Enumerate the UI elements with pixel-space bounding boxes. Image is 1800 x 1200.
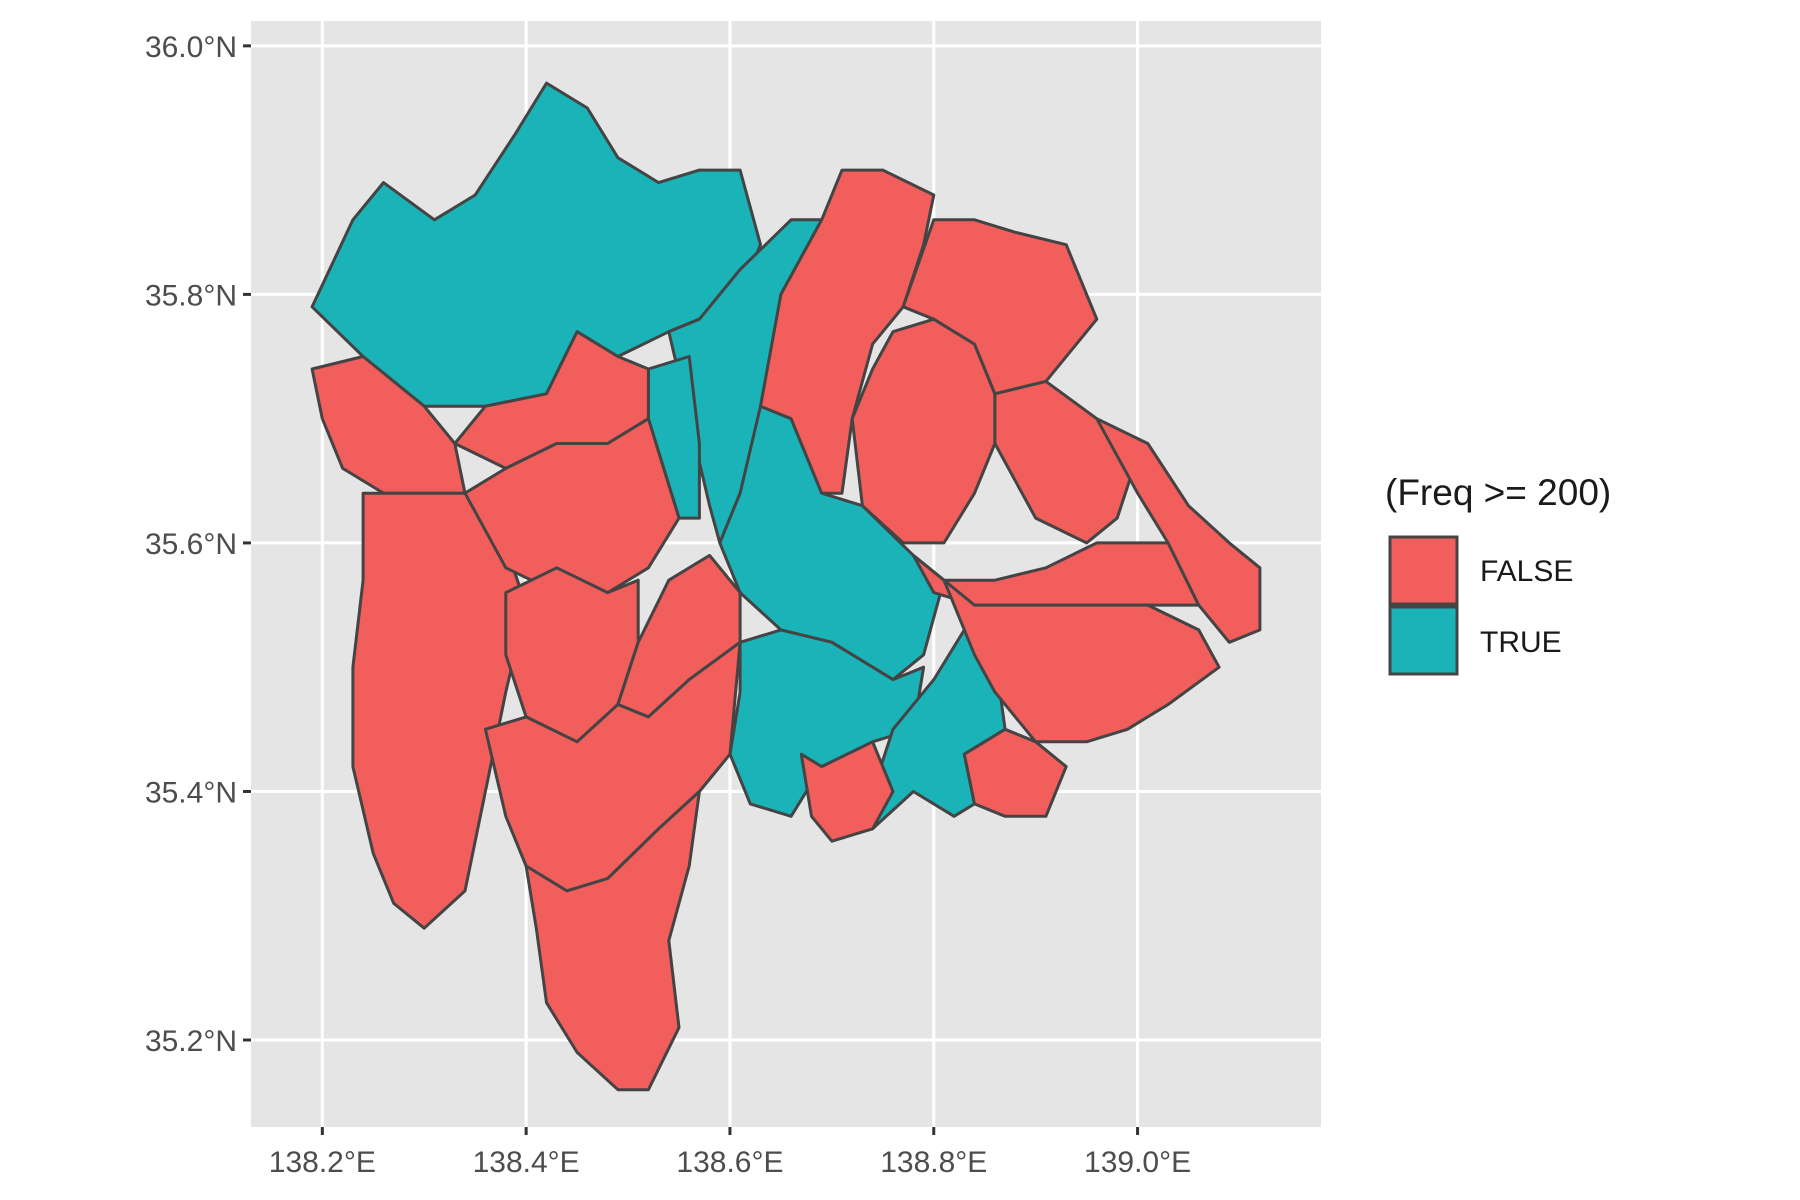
legend-key-true	[1388, 605, 1459, 676]
y-tick-label-2: 35.6°N	[145, 528, 237, 561]
x-tick-label-3: 138.8°E	[880, 1146, 987, 1179]
region-16-false	[901, 218, 1099, 396]
legend-label-true: TRUE	[1480, 626, 1562, 659]
y-tick-label-3: 35.8°N	[145, 279, 237, 312]
y-tick-label-0: 35.2°N	[145, 1025, 237, 1058]
legend-label-false: FALSE	[1480, 555, 1573, 588]
region-20-false	[942, 578, 1221, 744]
map-regions	[310, 81, 1262, 1092]
legend-key-false	[1388, 535, 1459, 606]
region-3-true	[718, 404, 946, 682]
region-21-false	[962, 727, 1068, 818]
x-tick-label-2: 138.6°E	[676, 1146, 783, 1179]
y-tick-label-1: 35.4°N	[145, 776, 237, 809]
legend-title: (Freq >= 200)	[1385, 472, 1611, 513]
x-tick-label-0: 138.2°E	[269, 1146, 376, 1179]
region-13-false	[524, 790, 701, 1092]
x-tick-label-1: 138.4°E	[473, 1146, 580, 1179]
region-22-false	[799, 740, 895, 843]
region-19-false	[1095, 417, 1262, 644]
legend: (Freq >= 200) FALSE TRUE	[1385, 472, 1611, 676]
y-tick-label-4: 36.0°N	[145, 31, 237, 64]
axes: 138.2°E 138.4°E 138.6°E 138.8°E 139.0°E 35.2°…	[145, 31, 1191, 1179]
x-tick-label-4: 139.0°E	[1084, 1146, 1191, 1179]
